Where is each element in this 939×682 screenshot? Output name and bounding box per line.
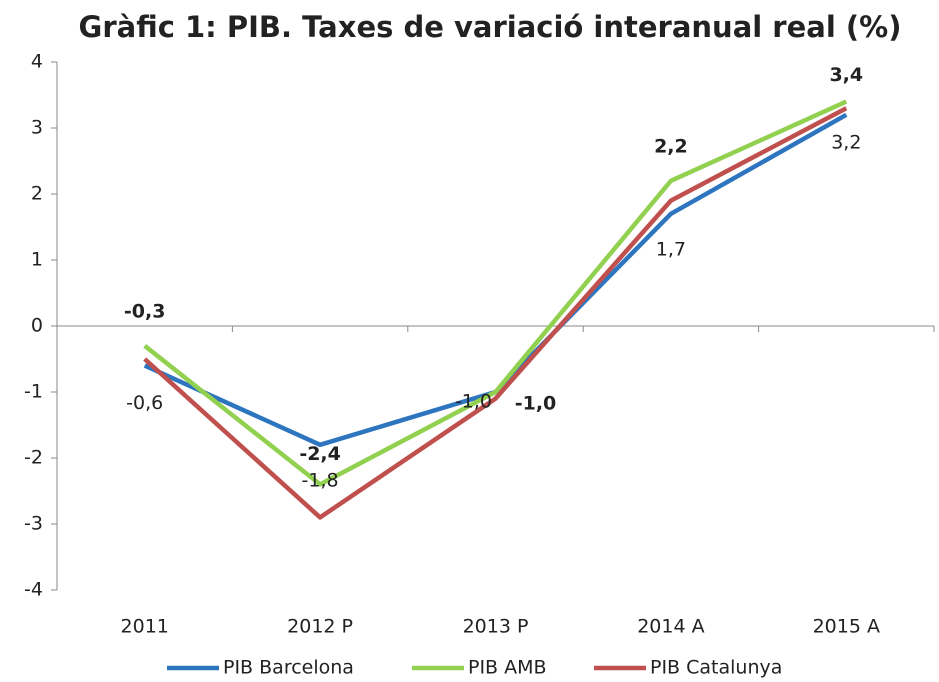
legend-label: PIB Catalunya bbox=[650, 657, 782, 679]
data-label: 3,2 bbox=[831, 131, 861, 153]
y-tick-label: 3 bbox=[31, 117, 43, 139]
data-label: -2,4 bbox=[299, 443, 341, 465]
x-tick-label: 2013 P bbox=[463, 616, 529, 638]
x-tick-label: 2011 bbox=[121, 616, 169, 638]
y-tick-label: -1 bbox=[24, 381, 43, 403]
data-label: 2,2 bbox=[654, 135, 688, 157]
y-tick-label: 0 bbox=[31, 315, 43, 337]
y-tick-label: 4 bbox=[31, 51, 43, 73]
y-tick-label: 1 bbox=[31, 249, 43, 271]
legend-label: PIB AMB bbox=[468, 657, 547, 679]
x-tick-label: 2012 P bbox=[287, 616, 353, 638]
data-label: -0,6 bbox=[126, 392, 163, 414]
y-tick-label: -3 bbox=[24, 513, 43, 535]
data-label: 3,4 bbox=[829, 64, 863, 86]
data-label: -1,0 bbox=[515, 393, 557, 415]
data-label: 1,7 bbox=[656, 238, 686, 260]
data-label: -1,8 bbox=[302, 469, 339, 491]
legend-label: PIB Barcelona bbox=[223, 657, 354, 679]
x-tick-label: 2014 A bbox=[637, 616, 704, 638]
data-label: -0,3 bbox=[124, 300, 166, 322]
data-label: -1,0 bbox=[455, 391, 492, 413]
series-line bbox=[143, 99, 848, 487]
chart-title: Gràfic 1: PIB. Taxes de variació interan… bbox=[79, 10, 902, 44]
y-tick-label: 2 bbox=[31, 183, 43, 205]
y-tick-label: -4 bbox=[24, 579, 43, 601]
x-tick-label: 2015 A bbox=[813, 616, 880, 638]
series-line bbox=[143, 106, 848, 520]
y-tick-label: -2 bbox=[24, 447, 43, 469]
